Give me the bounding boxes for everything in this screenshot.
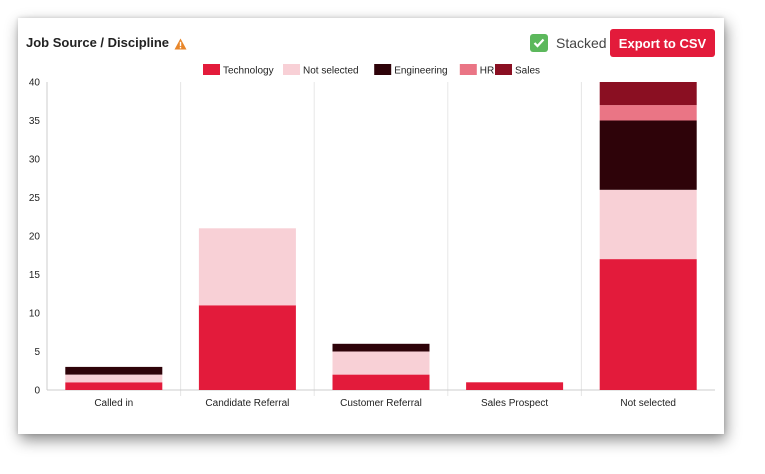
legend-label: HR [480, 66, 494, 77]
export-csv-button[interactable]: Export to CSV [610, 29, 715, 57]
bar-not-selected [332, 351, 430, 375]
y-tick-label: 35 [29, 116, 41, 127]
y-tick-label: 15 [29, 270, 41, 281]
y-tick-label: 20 [29, 232, 41, 243]
bar-not-selected [65, 374, 163, 383]
chart-title: Job Source / Discipline [26, 35, 170, 50]
legend-label: Sales [515, 66, 540, 77]
legend-label: Engineering [394, 66, 447, 77]
y-tick-label: 10 [29, 309, 41, 320]
x-category-label: Sales Prospect [481, 398, 548, 409]
title-area: Job Source / Discipline [26, 35, 187, 50]
bar-technology [332, 374, 430, 390]
legend-swatch [203, 64, 220, 75]
y-tick-label: 30 [29, 155, 41, 166]
bar-not-selected [198, 228, 296, 306]
y-tick-label: 5 [34, 347, 40, 358]
stacked-label: Stacked [556, 35, 607, 51]
legend-swatch [374, 64, 392, 75]
stacked-bar-chart: 0 5 10 15 20 25 30 35 40 Called in Candidate Refer… [29, 64, 715, 409]
x-category-label: Not selected [620, 398, 676, 409]
legend-label: Technology [223, 66, 274, 77]
chart-card: Job Source / Discipline Stacked Export t… [18, 18, 724, 434]
bar-not-selected [599, 189, 697, 260]
x-category-label: Called in [94, 398, 133, 409]
legend-swatch [495, 64, 512, 75]
y-tick-label: 25 [29, 193, 41, 204]
stacked-toggle[interactable]: Stacked [530, 34, 607, 52]
bar-sales [599, 82, 697, 106]
bar-technology [466, 382, 564, 390]
bar-engineering [332, 343, 430, 352]
y-tick-label: 0 [34, 386, 40, 397]
bar-hr [599, 105, 697, 121]
legend-swatch [283, 64, 300, 75]
bar-engineering [599, 120, 697, 190]
y-tick-label: 40 [29, 78, 41, 89]
bar-technology [599, 259, 697, 390]
bar-technology [198, 305, 296, 390]
checkbox-checked-icon[interactable] [530, 34, 548, 52]
x-category-label: Candidate Referral [205, 398, 289, 409]
warning-icon[interactable] [174, 37, 187, 49]
x-category-label: Customer Referral [340, 398, 422, 409]
bar-engineering [65, 366, 163, 375]
bar-technology [65, 382, 163, 390]
legend-swatch [459, 64, 477, 75]
legend-label: Not selected [303, 66, 359, 77]
